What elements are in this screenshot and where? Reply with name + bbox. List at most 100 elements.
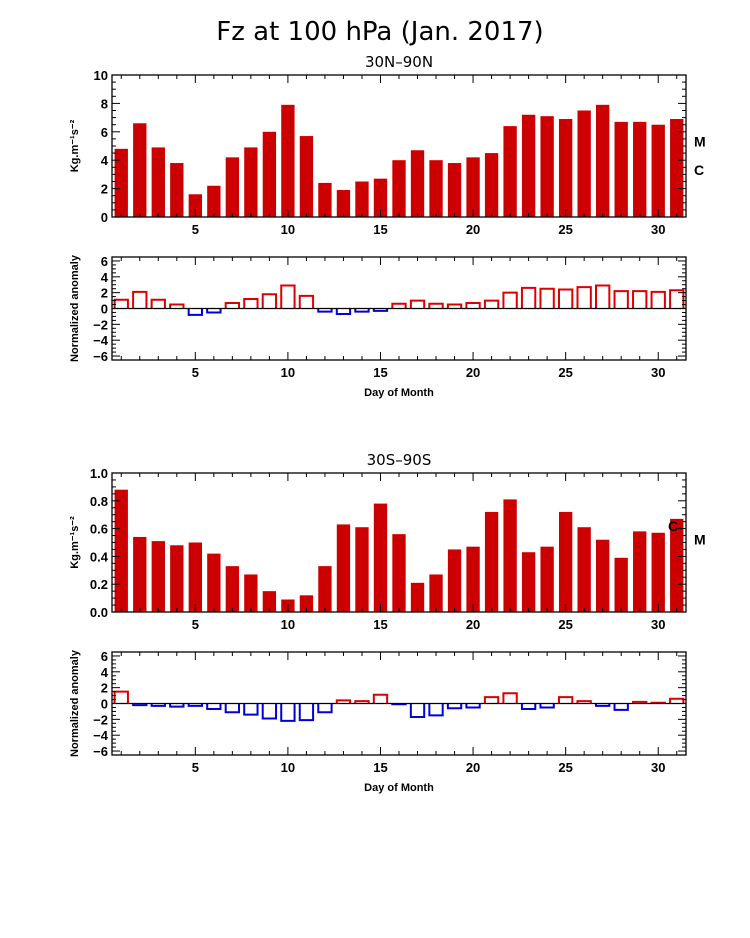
- y-axis-label: Normalized anomaly: [69, 649, 81, 757]
- y-tick-label: 2: [101, 681, 108, 696]
- x-tick-label: 20: [466, 365, 480, 380]
- bar: [114, 489, 128, 612]
- anomaly-bar-positive: [557, 696, 574, 704]
- anomaly-bar-positive: [113, 690, 129, 704]
- anomaly-bar-positive: [446, 303, 463, 309]
- x-tick-label: 5: [192, 365, 199, 380]
- anomaly-bar-negative: [169, 703, 185, 708]
- anomaly-bar-positive: [409, 299, 426, 309]
- bar: [392, 160, 406, 217]
- anomaly-bar-positive: [669, 289, 685, 309]
- bar: [262, 131, 277, 217]
- bar: [114, 148, 128, 217]
- chart-panel-sh-flux: 30S–90S 5 10 15 20 25 30 0.0 0.2 0.4 0.6 0.8 1.0 Kg.m…: [69, 451, 706, 632]
- x-tick-label: 30: [651, 365, 665, 380]
- bar: [410, 582, 425, 612]
- x-tick-label: 25: [558, 617, 572, 632]
- anomaly-bar-positive: [465, 301, 481, 309]
- anomaly-bar-positive: [261, 293, 278, 309]
- x-tick-label: 5: [192, 222, 199, 237]
- anomaly-bar-negative: [595, 703, 611, 707]
- bar: [577, 527, 591, 612]
- y-tick-label: −6: [93, 744, 108, 759]
- anomaly-bar-negative: [243, 703, 259, 716]
- bar: [558, 119, 573, 217]
- x-tick-label: 15: [373, 760, 387, 775]
- bar: [373, 178, 388, 217]
- bar: [633, 121, 647, 217]
- x-tick-label: 10: [281, 617, 295, 632]
- anomaly-bar-positive: [613, 290, 629, 309]
- anomaly-bar-positive: [224, 301, 241, 309]
- anomaly-bar-negative: [372, 308, 389, 312]
- bar: [447, 549, 462, 612]
- y-axis-label: Kg.m⁻¹s⁻²: [69, 119, 81, 172]
- bar: [651, 532, 665, 612]
- bar: [466, 157, 480, 217]
- anomaly-bar-positive: [576, 700, 592, 704]
- bar: [373, 503, 388, 612]
- x-tick-label: 30: [651, 760, 665, 775]
- anomaly-bar-negative: [317, 703, 333, 714]
- bar: [521, 552, 536, 612]
- bar: [170, 163, 184, 217]
- anomaly-bar-positive: [298, 294, 315, 309]
- bar: [429, 574, 443, 612]
- bar: [670, 119, 684, 217]
- bar: [577, 110, 591, 217]
- y-tick-label: −2: [93, 317, 108, 332]
- figure-title: Fz at 100 hPa (Jan. 2017): [216, 17, 543, 47]
- bar: [225, 157, 240, 217]
- y-tick-label: 0: [101, 697, 108, 712]
- anomaly-bar-negative: [150, 703, 166, 707]
- y-tick-label: 0: [101, 302, 108, 317]
- x-tick-label: 10: [281, 222, 295, 237]
- panel-title: 30S–90S: [367, 451, 432, 469]
- y-tick-label: 1.0: [90, 466, 108, 481]
- anomaly-bar-negative: [261, 703, 278, 720]
- x-tick-label: 15: [373, 617, 387, 632]
- anomaly-bar-positive: [372, 693, 389, 704]
- y-tick-label: 0.2: [90, 577, 108, 592]
- bar: [429, 160, 443, 217]
- bar: [484, 511, 499, 612]
- y-tick-label: 4: [101, 270, 109, 285]
- bar: [151, 541, 165, 612]
- bar: [318, 182, 332, 217]
- x-axis-label: Day of Month: [364, 782, 434, 794]
- y-tick-label: 6: [101, 649, 108, 664]
- bar: [318, 566, 332, 612]
- bar: [540, 546, 554, 612]
- bar: [484, 153, 499, 217]
- x-tick-label: 25: [558, 222, 572, 237]
- y-tick-label: 0.6: [90, 522, 108, 537]
- bar: [596, 104, 610, 217]
- anomaly-bar-negative: [206, 308, 222, 314]
- bar: [466, 546, 480, 612]
- bar: [133, 536, 147, 612]
- y-tick-label: 2: [101, 182, 108, 197]
- anomaly-bar-negative: [206, 703, 222, 711]
- anomaly-bar-negative: [224, 703, 241, 714]
- anomaly-bar-positive: [280, 284, 296, 309]
- y-tick-label: 10: [94, 68, 108, 83]
- anomaly-bar-positive: [391, 302, 407, 309]
- marker-m: M: [694, 532, 706, 548]
- anomaly-bar-negative: [132, 703, 148, 707]
- bar: [614, 557, 628, 612]
- anomaly-bar-positive: [632, 290, 648, 309]
- anomaly-bar-negative: [409, 703, 426, 718]
- bar: [355, 527, 369, 612]
- bar: [207, 185, 221, 217]
- anomaly-bar-positive: [595, 284, 611, 309]
- bar: [540, 116, 554, 217]
- bar: [503, 126, 517, 217]
- bar: [651, 124, 665, 217]
- x-tick-label: 10: [281, 760, 295, 775]
- anomaly-bar-negative: [428, 703, 444, 717]
- bar: [133, 123, 147, 217]
- bar: [170, 545, 184, 612]
- bar: [410, 150, 425, 217]
- bar: [299, 136, 314, 217]
